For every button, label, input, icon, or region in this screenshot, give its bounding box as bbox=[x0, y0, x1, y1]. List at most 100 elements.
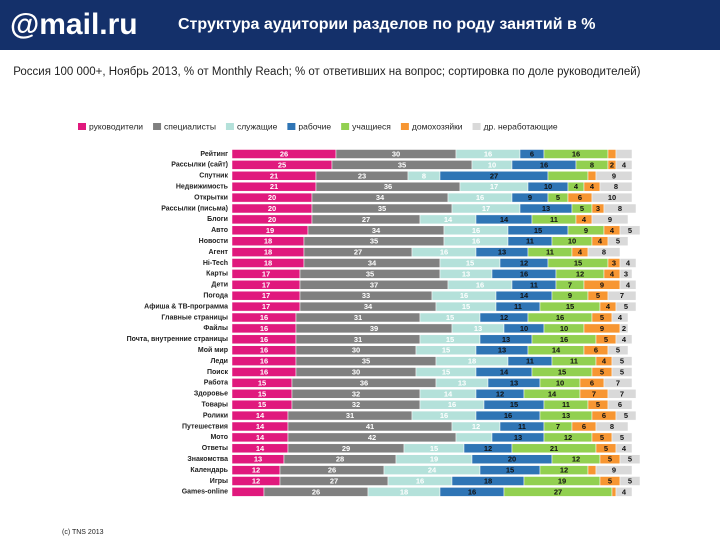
data-label: 16 bbox=[476, 193, 484, 202]
bar-segment bbox=[619, 454, 641, 464]
data-label: 12 bbox=[252, 476, 260, 485]
category-label: Календарь bbox=[190, 467, 228, 474]
category-label: Леди bbox=[210, 358, 228, 365]
data-label: 31 bbox=[354, 335, 362, 344]
category-label: Недвижимость bbox=[176, 184, 229, 191]
data-label: 10 bbox=[608, 193, 616, 202]
bar-segment bbox=[619, 269, 633, 279]
bar-segment bbox=[619, 323, 629, 334]
data-label: 17 bbox=[262, 280, 270, 289]
data-label: 4 bbox=[622, 444, 627, 453]
data-label: 31 bbox=[346, 411, 354, 420]
data-label: 6 bbox=[618, 400, 622, 409]
bar-segment bbox=[587, 171, 597, 181]
data-label: 6 bbox=[590, 378, 594, 387]
data-label: 17 bbox=[490, 182, 498, 191]
data-label: 13 bbox=[498, 248, 506, 257]
data-label: 16 bbox=[560, 335, 568, 344]
data-label: 36 bbox=[384, 182, 392, 191]
data-label: 16 bbox=[520, 269, 528, 278]
data-label: 21 bbox=[270, 182, 278, 191]
category-label: Игры bbox=[210, 478, 228, 485]
legend-label: служащие bbox=[237, 121, 278, 131]
data-label: 12 bbox=[500, 313, 508, 322]
data-label: 10 bbox=[520, 324, 528, 333]
data-label: 6 bbox=[530, 149, 534, 158]
data-label: 15 bbox=[534, 226, 542, 235]
category-label: Hi-Tech bbox=[203, 260, 228, 267]
data-label: 3 bbox=[596, 204, 600, 213]
data-label: 15 bbox=[258, 400, 266, 409]
data-label: 9 bbox=[600, 324, 604, 333]
data-label: 35 bbox=[398, 160, 406, 169]
category-label: Рассылки (сайт) bbox=[171, 161, 228, 169]
data-label: 5 bbox=[604, 335, 608, 344]
data-label: 5 bbox=[624, 302, 628, 311]
data-label: 15 bbox=[566, 302, 574, 311]
bar-segment bbox=[603, 203, 637, 214]
bar-segment bbox=[619, 258, 637, 268]
data-label: 7 bbox=[616, 378, 620, 387]
data-label: 12 bbox=[560, 466, 568, 475]
data-label: 8 bbox=[618, 204, 622, 213]
data-label: 7 bbox=[620, 291, 624, 300]
data-label: 12 bbox=[576, 269, 584, 278]
data-label: 27 bbox=[490, 171, 498, 180]
data-label: 34 bbox=[368, 258, 377, 267]
data-label: 15 bbox=[466, 258, 474, 267]
data-label: 7 bbox=[568, 280, 572, 289]
data-label: 9 bbox=[568, 291, 572, 300]
data-label: 36 bbox=[360, 378, 368, 387]
data-label: 9 bbox=[612, 171, 616, 180]
data-label: 13 bbox=[254, 455, 262, 464]
data-label: 15 bbox=[446, 335, 454, 344]
data-label: 16 bbox=[540, 160, 548, 169]
data-label: 18 bbox=[484, 476, 492, 485]
data-label: 16 bbox=[260, 335, 268, 344]
category-label: Агент bbox=[208, 249, 228, 256]
data-label: 19 bbox=[430, 455, 438, 464]
bar-segment bbox=[615, 487, 633, 497]
data-label: 13 bbox=[474, 324, 482, 333]
data-label: 4 bbox=[618, 313, 623, 322]
bar-segment bbox=[615, 149, 633, 159]
data-label: 27 bbox=[554, 487, 562, 496]
data-label: 5 bbox=[608, 455, 612, 464]
category-label: Мото bbox=[210, 434, 228, 441]
data-label: 14 bbox=[256, 422, 265, 431]
data-label: 5 bbox=[616, 346, 620, 355]
data-label: 33 bbox=[362, 291, 370, 300]
data-label: 12 bbox=[572, 455, 580, 464]
data-label: 21 bbox=[270, 171, 278, 180]
data-label: 14 bbox=[548, 389, 557, 398]
bar-segment bbox=[587, 465, 597, 475]
data-label: 18 bbox=[400, 487, 408, 496]
data-label: 4 bbox=[598, 237, 603, 246]
data-label: 9 bbox=[528, 193, 532, 202]
data-label: 32 bbox=[352, 389, 360, 398]
data-label: 15 bbox=[258, 389, 266, 398]
category-label: Games-online bbox=[182, 489, 228, 496]
data-label: 30 bbox=[352, 346, 360, 355]
data-label: 17 bbox=[482, 204, 490, 213]
data-label: 11 bbox=[518, 422, 526, 431]
data-label: 35 bbox=[378, 204, 386, 213]
chart-subtitle: Россия 100 000+, Ноябрь 2013, % от Month… bbox=[10, 66, 641, 78]
data-label: 11 bbox=[570, 357, 578, 366]
data-label: 15 bbox=[430, 444, 438, 453]
data-label: 6 bbox=[602, 411, 606, 420]
data-label: 16 bbox=[260, 324, 268, 333]
legend-swatch bbox=[153, 123, 162, 130]
data-label: 5 bbox=[556, 193, 560, 202]
data-label: 16 bbox=[260, 357, 268, 366]
data-label: 12 bbox=[496, 389, 504, 398]
data-label: 13 bbox=[498, 346, 506, 355]
bar-segment bbox=[591, 214, 629, 225]
data-label: 15 bbox=[258, 378, 266, 387]
bar-segment bbox=[231, 487, 265, 497]
data-label: 16 bbox=[572, 149, 580, 158]
data-label: 5 bbox=[620, 357, 624, 366]
bar-segment bbox=[587, 247, 621, 257]
